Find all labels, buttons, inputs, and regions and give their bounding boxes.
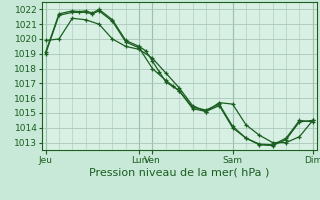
X-axis label: Pression niveau de la mer( hPa ): Pression niveau de la mer( hPa )	[89, 167, 269, 177]
